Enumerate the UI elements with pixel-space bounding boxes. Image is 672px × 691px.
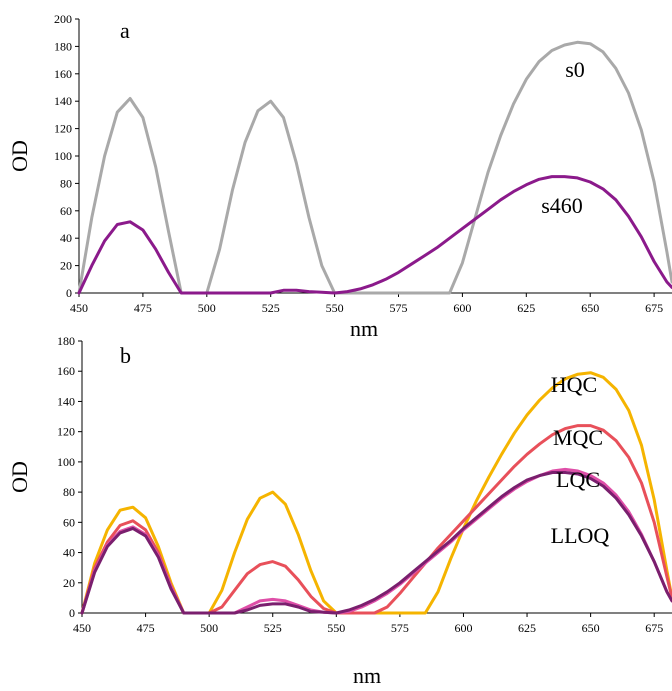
series-label-s0: s0 [565, 57, 585, 82]
series-line-lloq [80, 471, 672, 615]
x-tick-label: 675 [645, 301, 663, 315]
x-tick-label: 600 [454, 621, 472, 635]
y-tick-label: 180 [54, 39, 72, 53]
x-tick-label: 625 [517, 301, 535, 315]
y-tick-label: 20 [60, 259, 72, 273]
series-line-hqc [80, 371, 672, 615]
y-tick-label: 0 [69, 606, 75, 620]
x-tick-label: 525 [262, 301, 280, 315]
y-axis-title: OD [7, 461, 32, 493]
x-tick-label: 500 [200, 621, 218, 635]
x-tick-label: 450 [70, 301, 88, 315]
x-tick-label: 575 [390, 301, 408, 315]
y-tick-label: 20 [63, 576, 75, 590]
series-line-s460 [77, 175, 672, 295]
panel-label: b [120, 343, 131, 368]
x-tick-label: 675 [645, 621, 663, 635]
series-line-s0 [77, 40, 672, 295]
series-label-s460: s460 [541, 193, 583, 218]
y-tick-label: 120 [54, 122, 72, 136]
x-tick-label: 550 [326, 301, 344, 315]
x-tick-label: 500 [198, 301, 216, 315]
y-tick-label: 100 [57, 455, 75, 469]
y-tick-label: 60 [63, 515, 75, 529]
y-tick-label: 100 [54, 149, 72, 163]
y-axis-title: OD [7, 140, 32, 172]
series-label-mqc: MQC [553, 425, 603, 450]
chart-panel-a: 0 20 40 60 80 100 120 140 160 180 200 450 475 500 525 5… [7, 12, 672, 341]
x-tick-label: 550 [327, 621, 345, 635]
x-tick-label: 650 [582, 621, 600, 635]
panel-label: a [120, 18, 130, 43]
series-label-lloq: LLOQ [551, 523, 610, 548]
x-tick-label: 600 [453, 301, 471, 315]
y-tick-label: 120 [57, 425, 75, 439]
x-tick-label: 475 [137, 621, 155, 635]
x-tick-label: 575 [391, 621, 409, 635]
y-tick-label: 80 [63, 485, 75, 499]
y-tick-label: 160 [54, 67, 72, 81]
y-tick-label: 60 [60, 204, 72, 218]
x-tick-label: 450 [73, 621, 91, 635]
y-tick-label: 80 [60, 176, 72, 190]
y-tick-label: 140 [54, 94, 72, 108]
y-tick-label: 140 [57, 394, 75, 408]
y-tick-label: 40 [60, 231, 72, 245]
x-axis-title: nm [350, 316, 378, 341]
y-tick-label: 40 [63, 546, 75, 560]
y-tick-label: 0 [66, 286, 72, 300]
x-axis-title: nm [353, 663, 381, 688]
x-tick-label: 650 [581, 301, 599, 315]
y-tick-label: 180 [57, 334, 75, 348]
y-tick-label: 200 [54, 12, 72, 26]
y-tick-label: 160 [57, 364, 75, 378]
chart-panel-b: 0 20 40 60 80 100 120 140 160 180 450 475 500 525 550 5… [7, 334, 672, 688]
series-label-lqc: LQC [556, 467, 600, 492]
series-label-hqc: HQC [551, 372, 597, 397]
x-tick-label: 625 [518, 621, 536, 635]
x-tick-label: 475 [134, 301, 152, 315]
x-tick-label: 525 [264, 621, 282, 635]
